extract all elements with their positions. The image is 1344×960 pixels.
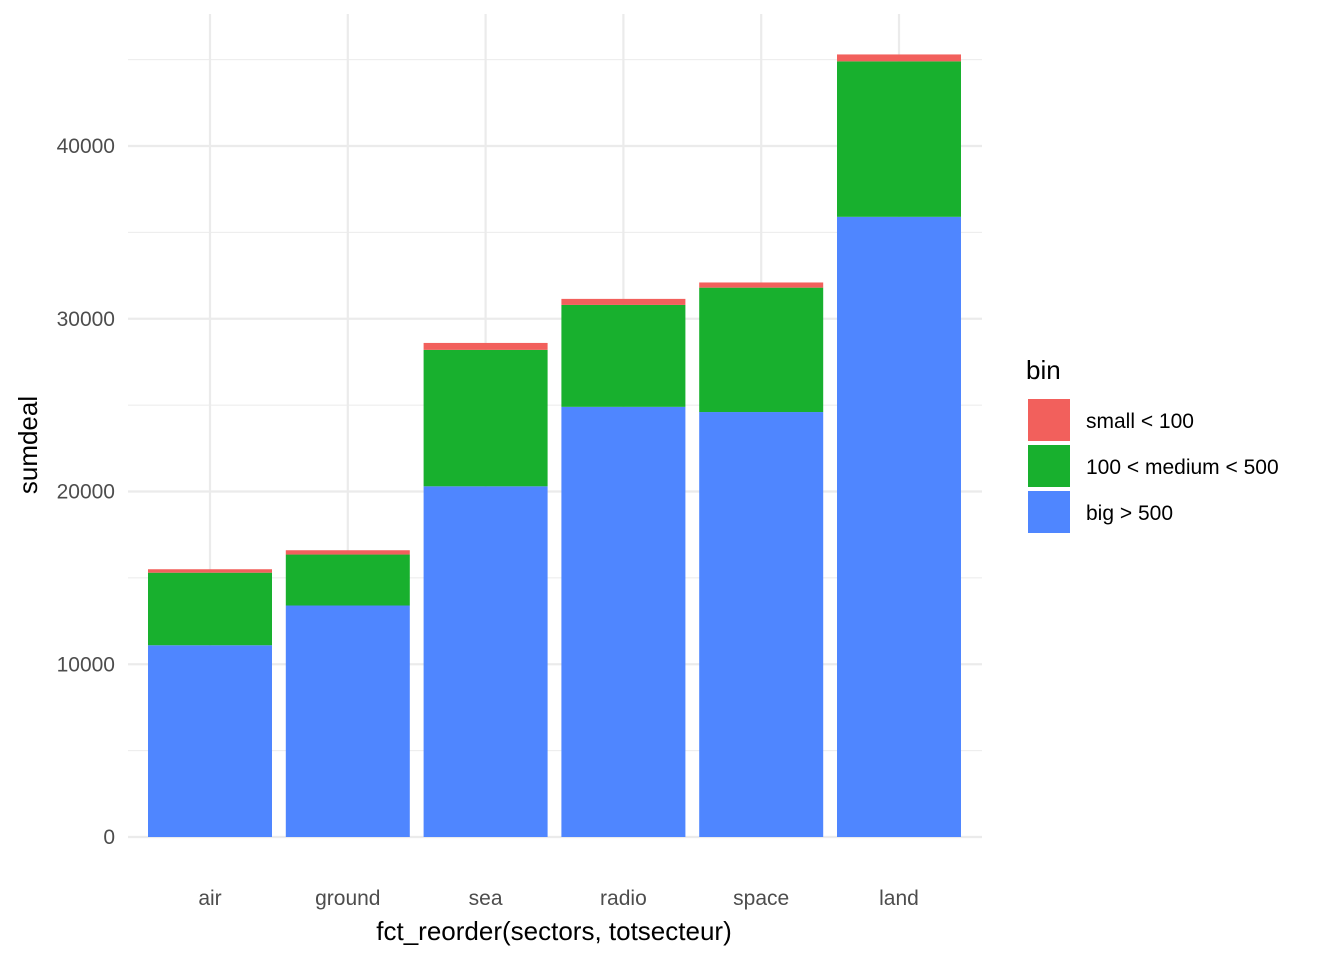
- legend-title: bin: [1026, 355, 1061, 385]
- legend: bin small < 100 100 < medium < 500 big > 5…: [1026, 355, 1279, 533]
- y-axis-title: sumdeal: [13, 396, 43, 494]
- x-tick-label: land: [879, 887, 919, 910]
- bar-segment: [285, 554, 410, 606]
- y-tick-label: 40000: [57, 135, 115, 158]
- legend-swatch: [1028, 445, 1070, 487]
- legend-label: big > 500: [1086, 502, 1173, 525]
- y-tick-label: 10000: [57, 653, 115, 676]
- legend-label: 100 < medium < 500: [1086, 456, 1279, 479]
- y-axis-ticks: 0 10000 20000 30000 40000: [57, 135, 115, 849]
- y-tick-label: 0: [103, 826, 115, 849]
- bar-segment: [837, 216, 961, 837]
- bar-segment: [423, 486, 548, 837]
- bar-segment: [285, 605, 410, 837]
- bars: [148, 54, 961, 837]
- bar-segment: [148, 572, 272, 646]
- bar-segment: [423, 342, 548, 350]
- bar-segment: [837, 61, 961, 217]
- x-tick-label: radio: [600, 887, 647, 910]
- legend-swatch: [1028, 491, 1070, 533]
- x-tick-label: space: [733, 887, 789, 910]
- bar-segment: [561, 406, 686, 837]
- bar-segment: [699, 412, 824, 837]
- bar-segment: [423, 349, 548, 487]
- bar-segment: [561, 298, 686, 305]
- legend-label: small < 100: [1086, 410, 1194, 433]
- bar-segment: [837, 54, 961, 62]
- bar-segment: [148, 645, 272, 837]
- legend-swatch: [1028, 399, 1070, 441]
- bar-segment: [699, 287, 824, 413]
- x-axis-title: fct_reorder(sectors, totsecteur): [376, 916, 731, 946]
- bar-segment: [285, 550, 410, 555]
- x-tick-label: sea: [469, 887, 503, 910]
- bar-segment: [148, 569, 272, 573]
- x-axis-ticks: air ground sea radio space land: [198, 887, 919, 910]
- x-tick-label: ground: [315, 887, 380, 910]
- x-tick-label: air: [198, 887, 221, 910]
- y-tick-label: 30000: [57, 308, 115, 331]
- bar-segment: [699, 282, 824, 288]
- bar-segment: [561, 304, 686, 407]
- y-tick-label: 20000: [57, 481, 115, 504]
